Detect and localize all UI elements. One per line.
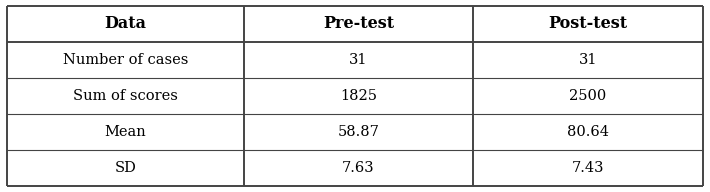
Text: Mean: Mean xyxy=(104,125,146,139)
Text: 58.87: 58.87 xyxy=(337,125,379,139)
Bar xyxy=(244,6,474,42)
Bar xyxy=(244,78,474,114)
Bar xyxy=(7,42,244,78)
Text: Number of cases: Number of cases xyxy=(62,53,188,67)
Bar xyxy=(474,150,703,186)
Bar xyxy=(244,42,474,78)
Bar xyxy=(7,6,244,42)
Bar xyxy=(474,6,703,42)
Text: Data: Data xyxy=(104,15,146,32)
Text: 7.43: 7.43 xyxy=(572,161,604,175)
Bar xyxy=(474,78,703,114)
Bar xyxy=(244,150,474,186)
Bar xyxy=(7,150,244,186)
Text: Pre-test: Pre-test xyxy=(323,15,394,32)
Bar xyxy=(474,114,703,150)
Text: 2500: 2500 xyxy=(569,89,607,103)
Text: 31: 31 xyxy=(579,53,597,67)
Text: Post-test: Post-test xyxy=(549,15,628,32)
Text: SD: SD xyxy=(114,161,136,175)
Bar xyxy=(7,78,244,114)
Bar xyxy=(244,114,474,150)
Text: 80.64: 80.64 xyxy=(567,125,609,139)
Text: 7.63: 7.63 xyxy=(342,161,375,175)
Text: Sum of scores: Sum of scores xyxy=(73,89,178,103)
Text: 31: 31 xyxy=(349,53,368,67)
Text: 1825: 1825 xyxy=(340,89,377,103)
Bar xyxy=(7,114,244,150)
Bar xyxy=(474,42,703,78)
